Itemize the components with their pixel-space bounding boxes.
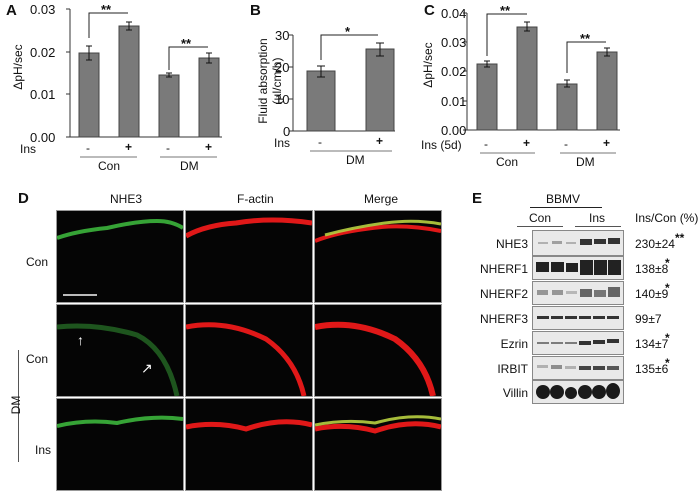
panel-c-ytick: 0.04 bbox=[441, 6, 467, 21]
panel-b-ins-label: Ins bbox=[274, 136, 291, 150]
panel-a-ylabel: ΔpH/sec bbox=[11, 44, 25, 90]
blot-label: NHERF2 bbox=[479, 287, 528, 301]
blot-nherf2 bbox=[532, 281, 624, 305]
panel-e-con: Con bbox=[529, 211, 552, 225]
panel-b-sig: * bbox=[345, 24, 351, 39]
panel-a-plus: + bbox=[205, 140, 213, 154]
blot-sig: * bbox=[665, 356, 670, 370]
panel-c-ytick: 0.00 bbox=[441, 123, 467, 138]
blot-label: IRBIT bbox=[497, 362, 528, 376]
blot-label: NHERF3 bbox=[479, 312, 528, 326]
panel-d-row-con: Con bbox=[26, 255, 49, 269]
panel-a-minus: - bbox=[166, 141, 170, 155]
blot-label: NHE3 bbox=[495, 237, 528, 251]
panel-c-sig-dm: ** bbox=[580, 31, 591, 46]
panel-c-ylabel: ΔpH/sec bbox=[421, 42, 435, 88]
con-underline bbox=[517, 226, 563, 227]
blot-sig: * bbox=[665, 281, 670, 295]
arrow-icon: ↗ bbox=[141, 360, 153, 376]
blot-ratio: 134±7 bbox=[635, 337, 669, 351]
panel-d-dm-bracket bbox=[18, 350, 19, 462]
panel-a-ytick: 0.03 bbox=[30, 2, 56, 17]
panel-c-sig-con: ** bbox=[500, 3, 511, 18]
micrograph-dm-con-merge bbox=[314, 304, 442, 397]
blot-label: Ezrin bbox=[500, 337, 528, 351]
panel-b-minus: - bbox=[318, 135, 322, 149]
panel-b-group-dm: DM bbox=[346, 153, 365, 167]
panel-a-ytick: 0.02 bbox=[30, 45, 56, 60]
micrograph-dm-con-nhe3: ↑ ↗ bbox=[56, 304, 184, 397]
panel-e-letter: E bbox=[472, 190, 483, 207]
blot-nherf1 bbox=[532, 256, 624, 280]
panel-c-ytick: 0.01 bbox=[441, 94, 467, 109]
panel-c-plus: + bbox=[603, 136, 611, 150]
panel-c-group-dm: DM bbox=[576, 155, 595, 169]
panel-a-group-dm: DM bbox=[180, 159, 199, 173]
panel-d-col-factin: F-actin bbox=[237, 192, 274, 206]
micrograph-dm-ins-merge bbox=[314, 398, 442, 491]
panel-c-plus: + bbox=[523, 136, 531, 150]
panel-d-row-dm-con: Con bbox=[26, 352, 49, 366]
panel-e-ratio-header: Ins/Con (%) bbox=[635, 211, 699, 225]
panel-a-letter: A bbox=[6, 2, 17, 19]
arrow-icon: ↑ bbox=[77, 332, 84, 348]
micrograph-dm-con-factin bbox=[185, 304, 313, 397]
panel-b-ylabel-line2: (µl/cm/h) bbox=[270, 57, 284, 105]
blot-sig: * bbox=[665, 256, 670, 270]
bbmv-underline bbox=[530, 207, 602, 208]
panel-d-letter: D bbox=[18, 190, 29, 207]
blot-villin bbox=[532, 380, 624, 404]
panel-d-row-dm-ins: Ins bbox=[35, 443, 52, 457]
blot-sig: * bbox=[665, 331, 670, 345]
panel-c-ytick: 0.03 bbox=[441, 35, 467, 50]
panel-a-minus: - bbox=[86, 141, 90, 155]
panel-c-group-con: Con bbox=[496, 155, 519, 169]
blot-ratio: 230±24 bbox=[635, 237, 675, 251]
panel-a-chart bbox=[66, 8, 222, 158]
panel-d-group-dm: DM bbox=[9, 395, 23, 415]
panel-a-ytick: 0.00 bbox=[30, 130, 56, 145]
panel-c-minus: - bbox=[564, 137, 568, 151]
panel-b-plus: + bbox=[376, 134, 384, 148]
blot-label: NHERF1 bbox=[479, 262, 528, 276]
micrograph-dm-ins-factin bbox=[185, 398, 313, 491]
micrograph-con-nhe3 bbox=[56, 210, 184, 303]
panel-e-bbmv: BBMV bbox=[546, 192, 581, 206]
panel-b-ytick: 0 bbox=[283, 124, 291, 139]
panel-a-group-con: Con bbox=[98, 159, 121, 173]
panel-a-ins-label: Ins bbox=[20, 142, 37, 156]
blot-irbit bbox=[532, 356, 624, 380]
panel-a-sig-dm: ** bbox=[181, 36, 192, 51]
panel-a-sig-con: ** bbox=[101, 2, 112, 17]
panel-a-plus: + bbox=[125, 140, 133, 154]
panel-b-ytick: 20 bbox=[275, 60, 290, 75]
blot-ratio: 138±8 bbox=[635, 262, 669, 276]
micrograph-dm-ins-nhe3 bbox=[56, 398, 184, 491]
panel-c-letter: C bbox=[424, 2, 435, 19]
blot-sig: ** bbox=[675, 231, 685, 245]
blot-ratio: 140±9 bbox=[635, 287, 669, 301]
panel-a-ytick: 0.01 bbox=[30, 87, 56, 102]
panel-c-minus: - bbox=[484, 137, 488, 151]
panel-c-ytick: 0.02 bbox=[441, 64, 467, 79]
micrograph-con-factin bbox=[185, 210, 313, 303]
panel-d-col-merge: Merge bbox=[364, 192, 399, 206]
blot-nhe3 bbox=[532, 230, 624, 256]
panel-d-col-nhe3: NHE3 bbox=[110, 192, 143, 206]
panel-b-ylabel-line1: Fluid absorption bbox=[256, 38, 270, 124]
panel-b-ytick: 30 bbox=[275, 28, 290, 43]
blot-nherf3 bbox=[532, 306, 624, 330]
blot-ratio: 135±6 bbox=[635, 362, 669, 376]
panel-c-chart bbox=[463, 12, 620, 154]
micrograph-con-merge bbox=[314, 210, 442, 303]
panel-b-ytick: 10 bbox=[275, 92, 290, 107]
ins-underline bbox=[575, 226, 621, 227]
panel-b-letter: B bbox=[250, 2, 261, 19]
panel-c-ins-label: Ins (5d) bbox=[421, 138, 462, 152]
blot-ezrin bbox=[532, 331, 624, 355]
panel-b-chart bbox=[289, 34, 395, 152]
blot-ratio: 99±7 bbox=[635, 312, 662, 326]
blot-label: Villin bbox=[502, 386, 528, 400]
panel-e-ins: Ins bbox=[589, 211, 606, 225]
